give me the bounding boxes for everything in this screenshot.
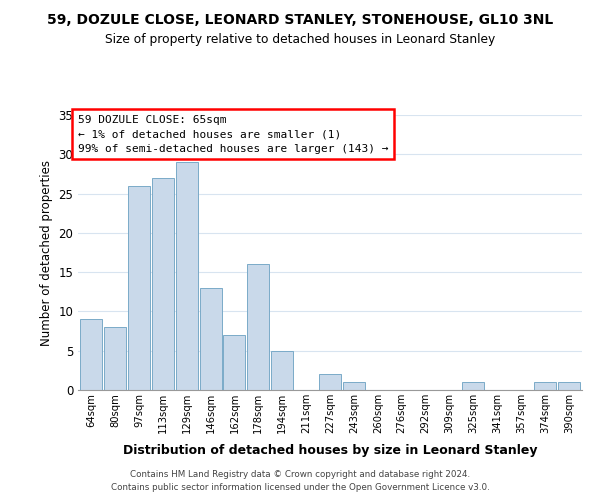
Bar [80,320,102,390]
Bar [176,162,197,390]
Text: 59, DOZULE CLOSE, LEONARD STANLEY, STONEHOUSE, GL10 3NL: 59, DOZULE CLOSE, LEONARD STANLEY, STONE… [47,12,553,26]
Bar [463,382,484,390]
Bar [128,186,150,390]
Bar [271,350,293,390]
Bar [319,374,341,390]
Bar [247,264,269,390]
Bar [343,382,365,390]
X-axis label: Distribution of detached houses by size in Leonard Stanley: Distribution of detached houses by size … [123,444,537,458]
Bar [152,178,174,390]
Bar [223,335,245,390]
Bar [558,382,580,390]
Y-axis label: Number of detached properties: Number of detached properties [40,160,53,346]
Text: Size of property relative to detached houses in Leonard Stanley: Size of property relative to detached ho… [105,32,495,46]
Text: Contains HM Land Registry data © Crown copyright and database right 2024.
Contai: Contains HM Land Registry data © Crown c… [110,470,490,492]
Bar [104,327,126,390]
Bar [200,288,221,390]
Bar [534,382,556,390]
Text: 59 DOZULE CLOSE: 65sqm
← 1% of detached houses are smaller (1)
99% of semi-detac: 59 DOZULE CLOSE: 65sqm ← 1% of detached … [78,115,389,154]
